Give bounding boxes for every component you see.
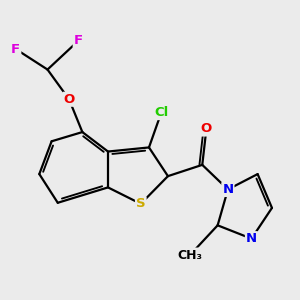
Text: S: S [136, 197, 146, 210]
Text: Cl: Cl [154, 106, 168, 119]
Text: CH₃: CH₃ [178, 249, 203, 262]
Text: N: N [246, 232, 257, 245]
Text: N: N [222, 183, 233, 196]
Text: O: O [201, 122, 212, 136]
Text: F: F [11, 43, 20, 56]
Text: O: O [63, 93, 75, 106]
Text: F: F [74, 34, 83, 47]
